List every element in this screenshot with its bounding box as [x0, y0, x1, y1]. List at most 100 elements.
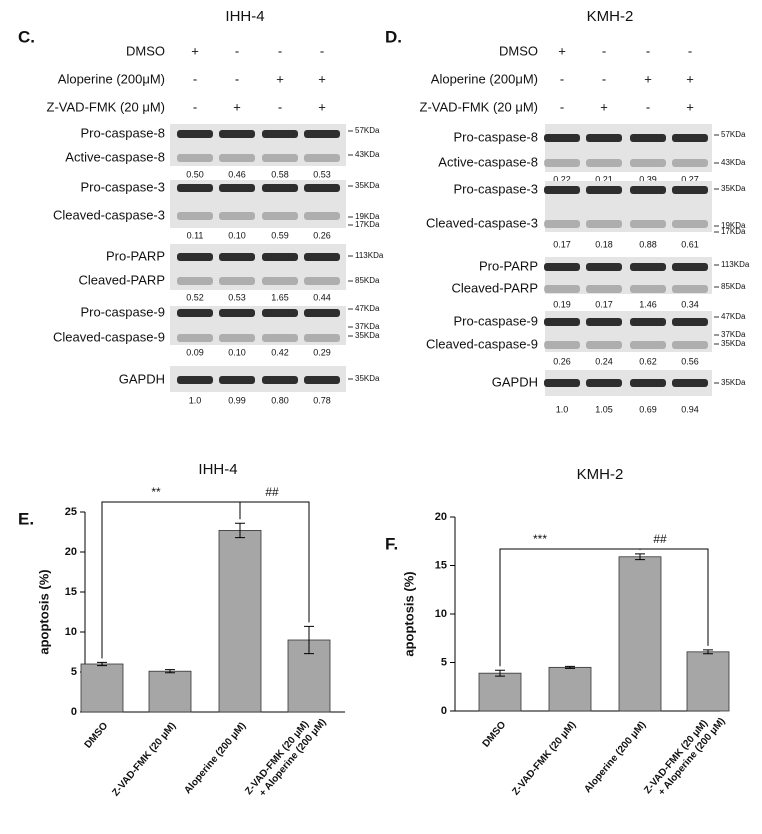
significance-label: ##: [265, 485, 279, 499]
significance-label: ***: [533, 532, 547, 546]
error-bar: [635, 553, 645, 561]
quantification: 0.17: [595, 299, 613, 309]
band: [262, 212, 298, 220]
quantification: 0.78: [313, 395, 331, 405]
panel-letter: E.: [18, 509, 34, 528]
treatment-sign: -: [646, 43, 650, 58]
band-label: GAPDH: [492, 374, 538, 389]
significance-label: ##: [653, 532, 667, 546]
quantification: 0.34: [681, 299, 699, 309]
band: [219, 130, 255, 138]
panel-letter: C.: [18, 27, 35, 46]
treatment-sign: -: [193, 99, 197, 114]
band: [219, 376, 255, 384]
size-marker: 113KDa: [355, 251, 384, 260]
x-tick-line: Z-VAD-FMK (20 μM): [642, 716, 712, 796]
quantification: 0.99: [228, 395, 246, 405]
band: [219, 277, 255, 285]
significance-bracket: [240, 501, 310, 623]
y-tick-label: 15: [435, 559, 447, 571]
size-marker: 17KDa: [355, 220, 380, 229]
size-marker: 19KDa: [355, 212, 380, 221]
size-marker: 35KDa: [355, 331, 380, 340]
error-bar: [565, 665, 575, 669]
error-bar: [304, 625, 314, 655]
quantification: 0.53: [228, 292, 246, 302]
band: [544, 134, 580, 142]
quantification: 0.17: [553, 239, 571, 249]
treatment-sign: -: [278, 43, 282, 58]
treatment-label: Z-VAD-FMK (20 μM): [420, 99, 538, 114]
band-label: Active-caspase-8: [438, 154, 538, 169]
treatment-sign: +: [600, 99, 608, 114]
bar: [148, 670, 192, 713]
y-axis-label: apoptosis (%): [36, 569, 51, 654]
band: [630, 186, 666, 194]
quantification: 0.58: [271, 169, 289, 179]
band: [262, 184, 298, 192]
quantification: 0.80: [271, 395, 289, 405]
quantification: 0.10: [228, 347, 246, 357]
size-marker: 85KDa: [355, 276, 380, 285]
treatment-sign: -: [235, 43, 239, 58]
band: [586, 263, 622, 271]
quantification: 0.59: [271, 230, 289, 240]
size-marker: 57KDa: [721, 130, 746, 139]
quantification: 1.65: [271, 292, 289, 302]
treatment-sign: -: [646, 99, 650, 114]
treatment-sign: -: [193, 71, 197, 86]
panel-title: IHH-4: [225, 8, 264, 25]
band: [544, 341, 580, 349]
treatment-label: Aloperine (200μM): [431, 71, 538, 86]
quantification: 0.19: [553, 299, 571, 309]
size-marker: 43KDa: [721, 158, 746, 167]
size-marker: 37KDa: [721, 330, 746, 339]
band: [544, 159, 580, 167]
band: [586, 220, 622, 228]
band: [544, 263, 580, 271]
band: [630, 379, 666, 387]
panel-letter: F.: [385, 534, 398, 553]
band: [304, 277, 340, 285]
quantification: 0.26: [553, 356, 571, 366]
band-label: Active-caspase-8: [65, 149, 165, 164]
band: [304, 212, 340, 220]
treatment-sign: -: [688, 43, 692, 58]
band: [544, 220, 580, 228]
y-tick-label: 20: [65, 546, 77, 558]
y-tick-label: 20: [435, 511, 447, 523]
error-bar: [165, 669, 175, 674]
band: [586, 341, 622, 349]
size-marker: 47KDa: [355, 304, 380, 313]
panel-title: KMH-2: [587, 8, 634, 25]
band-label: GAPDH: [119, 371, 165, 386]
error-bar: [235, 522, 245, 539]
band-label: Pro-caspase-3: [453, 181, 538, 196]
bar: [218, 530, 262, 713]
treatment-sign: +: [686, 71, 694, 86]
y-tick-label: 10: [435, 608, 447, 620]
band: [630, 220, 666, 228]
treatment-sign: +: [318, 99, 326, 114]
error-bar: [97, 661, 107, 667]
quantification: 0.42: [271, 347, 289, 357]
y-tick-label: 15: [65, 586, 77, 598]
band: [672, 263, 708, 271]
y-tick-label: 0: [441, 705, 447, 717]
quantification: 1.05: [595, 404, 613, 414]
band: [586, 186, 622, 194]
band: [219, 253, 255, 261]
band-label: Pro-caspase-8: [453, 129, 538, 144]
band: [672, 134, 708, 142]
band: [219, 154, 255, 162]
panel-letter: D.: [385, 27, 402, 46]
band: [177, 154, 213, 162]
quantification: 0.56: [681, 356, 699, 366]
size-marker: 35KDa: [721, 339, 746, 348]
x-tick-label: Z-VAD-FMK (20 μM) + Aloperine (200 μM): [243, 709, 328, 805]
x-tick-label: Z-VAD-FMK (20 μM): [110, 721, 178, 799]
quantification: 0.44: [313, 292, 331, 302]
band: [304, 253, 340, 261]
band: [544, 285, 580, 293]
